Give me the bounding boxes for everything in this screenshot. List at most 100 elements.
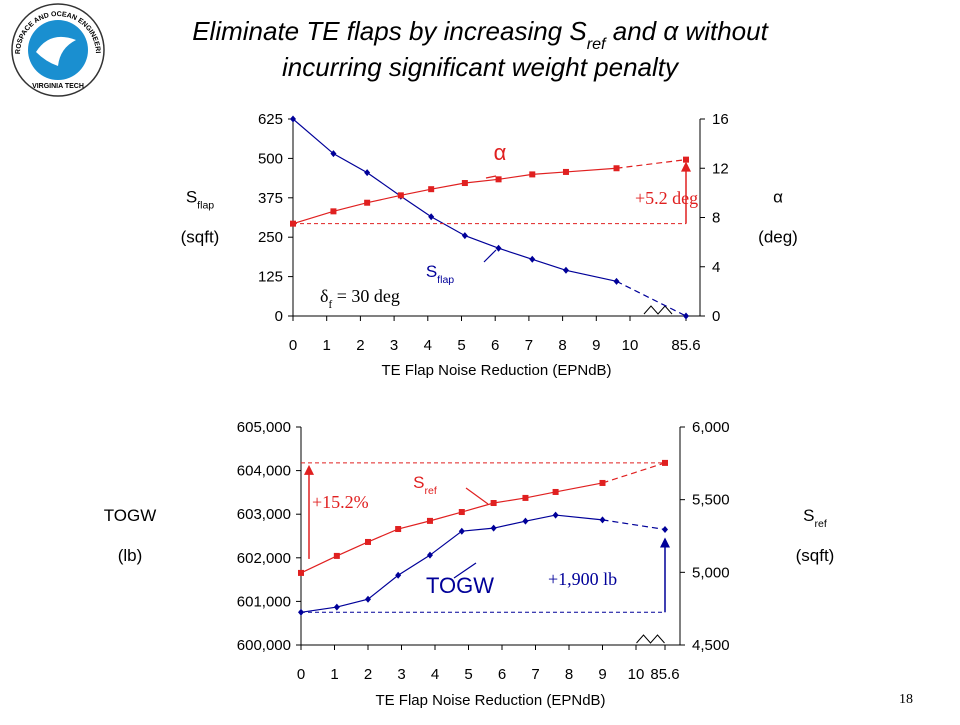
- x-axis-label: TE Flap Noise Reduction (EPNdB): [375, 692, 605, 709]
- axis-label-unit: (sqft): [181, 228, 220, 247]
- point: [662, 525, 668, 533]
- slide-title: incurring significant weight penalty: [282, 52, 680, 82]
- point: [552, 488, 559, 495]
- annotation-part: +15.2%: [312, 492, 369, 512]
- point: [529, 255, 536, 263]
- x-tick-label: 85.6: [650, 666, 679, 683]
- point: [364, 169, 371, 177]
- series-line: [292, 118, 617, 282]
- point: [395, 571, 402, 579]
- x-tick-label: 1: [330, 666, 338, 683]
- axis-label-part: α: [773, 188, 783, 207]
- y2-tick-label: 16: [712, 111, 729, 128]
- x-tick-label: 1: [323, 337, 331, 354]
- slide-title-part: Eliminate TE flaps by increasing S: [192, 16, 587, 46]
- point: [428, 186, 435, 193]
- annotation-part: = 30 deg: [332, 286, 400, 306]
- series-label-part: α: [494, 140, 507, 165]
- pointer: [483, 249, 497, 263]
- point: [298, 569, 304, 576]
- point: [461, 232, 468, 240]
- point: [397, 192, 404, 199]
- pointers: [453, 249, 497, 579]
- annotation: +5.2 deg: [635, 188, 698, 208]
- axis-label-part: TOGW: [104, 506, 157, 525]
- axis-label-unit: (deg): [758, 228, 798, 247]
- point: [426, 551, 433, 559]
- point: [330, 150, 337, 158]
- point: [599, 479, 606, 486]
- point: [613, 277, 620, 285]
- point: [333, 552, 340, 559]
- logo-text: VIRGINIA TECH: [32, 83, 84, 90]
- y2-tick-label: 4,500: [692, 637, 730, 654]
- y-tick-label: 250: [258, 229, 283, 246]
- point: [522, 517, 529, 525]
- point: [599, 516, 606, 524]
- point: [662, 459, 668, 466]
- axis-label-unit: (sqft): [796, 546, 835, 565]
- point: [552, 511, 559, 519]
- logo-wave: [36, 36, 76, 66]
- x-tick-label: 9: [592, 337, 600, 354]
- point: [683, 156, 689, 163]
- pointer: [485, 175, 497, 179]
- x-tick-label: 3: [390, 337, 398, 354]
- y2-tick-label: 12: [712, 160, 729, 177]
- point: [290, 115, 296, 123]
- y2-tick-label: 5,000: [692, 564, 730, 581]
- series-line: [292, 167, 617, 225]
- point: [613, 165, 620, 172]
- annotation-part: δ: [320, 286, 328, 306]
- axis-label-part: S: [803, 506, 814, 525]
- x-tick-label: 4: [424, 337, 432, 354]
- point: [458, 509, 465, 516]
- point: [562, 266, 569, 274]
- x-tick-label: 5: [457, 337, 465, 354]
- point: [490, 500, 497, 507]
- axis-label: Sflap: [186, 188, 214, 212]
- x-tick-label: 3: [397, 666, 405, 683]
- x-tick-label: 9: [598, 666, 606, 683]
- point: [458, 527, 465, 535]
- slide-title-part: without: [678, 16, 769, 46]
- point: [562, 168, 569, 175]
- x-tick-label: 7: [531, 666, 539, 683]
- pointers: [465, 175, 497, 505]
- annotation: +15.2%: [312, 492, 369, 512]
- x-tick-label: 4: [431, 666, 439, 683]
- y2-tick-label: 4: [712, 259, 720, 276]
- x-tick-label: 7: [525, 337, 533, 354]
- delta-arrowhead: [304, 464, 314, 475]
- x-tick-label: 8: [565, 666, 573, 683]
- series-label-part: S: [413, 473, 424, 492]
- y2-tick-label: 5,500: [692, 492, 730, 509]
- x-tick-label: 0: [297, 666, 305, 683]
- point: [461, 180, 468, 187]
- y-tick-label: 625: [258, 111, 283, 128]
- annotation-part: +1,900 lb: [548, 569, 617, 589]
- point: [428, 213, 435, 221]
- x-tick-label: 85.6: [671, 337, 700, 354]
- point: [490, 524, 497, 532]
- x-tick-label: 2: [356, 337, 364, 354]
- point: [495, 176, 502, 183]
- axis-break: [636, 634, 665, 644]
- point: [395, 526, 402, 533]
- slide-title: Eliminate TE flaps by increasing Sref an…: [192, 16, 769, 53]
- x-tick-label: 0: [289, 337, 297, 354]
- slide-title-part: α: [663, 16, 679, 46]
- series-label-part: ref: [425, 485, 437, 497]
- logo: AEROSPACE AND OCEAN ENGINEERING VIRGINIA…: [0, 0, 105, 97]
- series-line-dashed: [602, 519, 666, 531]
- point: [365, 595, 371, 603]
- annotation-part: f: [328, 299, 332, 311]
- series-label-part: S: [426, 262, 437, 281]
- axis-label: Sref: [803, 506, 827, 530]
- y-tick-label: 0: [275, 308, 283, 325]
- series-label: Sref: [413, 473, 437, 497]
- annotation: δf = 30 deg: [320, 286, 400, 311]
- point: [495, 244, 502, 252]
- series-line-dashed: [616, 280, 687, 317]
- slide-title-part: ref: [587, 35, 607, 53]
